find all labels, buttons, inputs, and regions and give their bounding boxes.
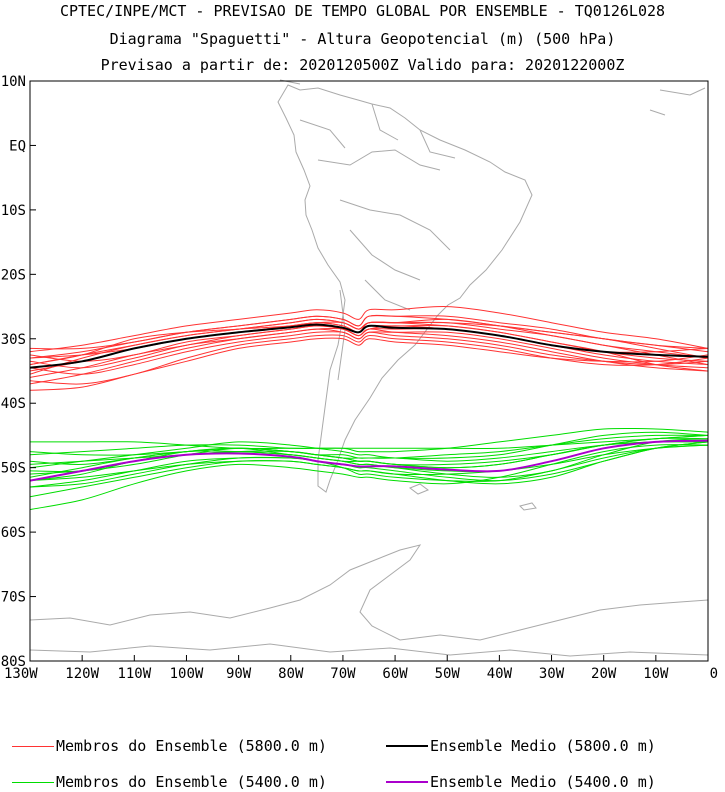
y-tick-label: 30S [1,332,26,348]
legend-swatch-black-line [386,745,428,747]
y-tick-label: 80S [1,654,26,670]
legend-item-mean-5400: Ensemble Medio (5400.0 m) [386,772,656,792]
chart-subtitle: Diagrama "Spaguetti" - Altura Geopotenci… [109,30,616,48]
legend-item-members-5800: Membros do Ensemble (5800.0 m) [12,736,327,756]
plot-frame [29,80,709,662]
ensemble-mean-5400-line [30,439,708,482]
member-5400-line-12 [30,444,708,488]
x-tick-label: 50W [435,666,461,682]
y-tick-label: 40S [1,396,26,412]
x-tick-label: 90W [226,666,252,682]
legend-item-mean-5800: Ensemble Medio (5800.0 m) [386,736,656,756]
antarctica-coast-inner [29,643,709,657]
falkland-islands [408,483,430,495]
member-5400-line-15 [30,434,708,478]
y-tick-label: 60S [1,525,26,541]
member-5800-line-4 [30,322,708,372]
member-5800-line-10 [30,337,708,391]
x-tick-label: 20W [591,666,617,682]
member-5800-line-9 [30,334,708,385]
ensemble-mean-5800-line [30,323,708,369]
x-tick-label: 120W [65,666,99,682]
antarctica-coastline [29,544,709,641]
member-5400-line-13 [30,444,708,482]
legend-swatch-green-line [12,781,54,783]
legend-label: Membros do Ensemble (5800.0 m) [56,737,327,755]
x-tick-label: 130W [4,666,38,682]
member-5400-line-7 [30,441,708,498]
x-tick-label: 80W [278,666,304,682]
member-5800-line-12 [30,318,708,375]
member-5400-line-3 [30,431,708,469]
legend-item-members-5400: Membros do Ensemble (5400.0 m) [12,772,327,792]
member-5800-line-15 [30,325,708,362]
y-tick-label: 50S [1,461,26,477]
member-5400-line-8 [30,444,708,511]
member-5800-line-8 [30,331,708,375]
legend-swatch-red-line [12,745,54,747]
member-5800-line-1 [30,306,708,353]
south-america-map [29,79,709,657]
x-tick-label: 40W [487,666,513,682]
member-5800-line-14 [30,314,708,366]
y-tick-label: 10S [1,203,26,219]
member-5400-line-1 [30,434,708,450]
x-tick-label: 70W [330,666,356,682]
south-america-coastline [277,84,533,493]
x-tick-label: 10W [643,666,669,682]
legend-label: Membros do Ensemble (5400.0 m) [56,773,327,791]
member-5400-line-6 [30,441,708,488]
legend-swatch-purple-line [386,781,428,783]
chart-forecast-dates: Previsao a partir de: 2020120500Z Valido… [100,56,625,74]
x-tick-label: 100W [170,666,204,682]
legend-label: Ensemble Medio (5800.0 m) [430,737,656,755]
x-tick-label: 110W [117,666,151,682]
chart-title: CPTEC/INPE/MCT - PREVISAO DE TEMPO GLOBA… [59,2,666,20]
y-tick-label: 20S [1,267,26,283]
member-5800-line-6 [30,328,708,385]
x-tick-label: 0 [710,666,718,682]
y-tick-label: EQ [9,138,26,154]
x-tick-label: 60W [382,666,408,682]
y-tick-label: 10N [1,74,26,90]
member-5400-line-2 [30,427,708,456]
legend-label: Ensemble Medio (5400.0 m) [430,773,656,791]
x-tick-label: 30W [539,666,565,682]
caribbean-islands [279,79,706,116]
plot-area [30,306,708,511]
member-5400-line-4 [30,437,708,475]
y-tick-label: 70S [1,590,26,606]
south-georgia [519,502,537,511]
